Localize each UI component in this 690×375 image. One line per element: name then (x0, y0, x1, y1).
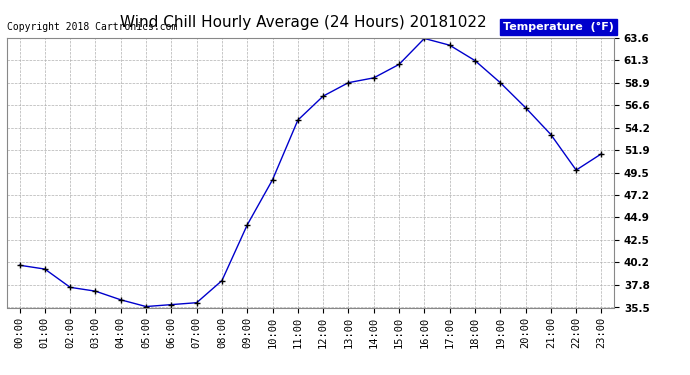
Text: Temperature  (°F): Temperature (°F) (503, 22, 614, 32)
Text: Copyright 2018 Cartronics.com: Copyright 2018 Cartronics.com (7, 22, 177, 32)
Text: Wind Chill Hourly Average (24 Hours) 20181022: Wind Chill Hourly Average (24 Hours) 201… (120, 15, 487, 30)
